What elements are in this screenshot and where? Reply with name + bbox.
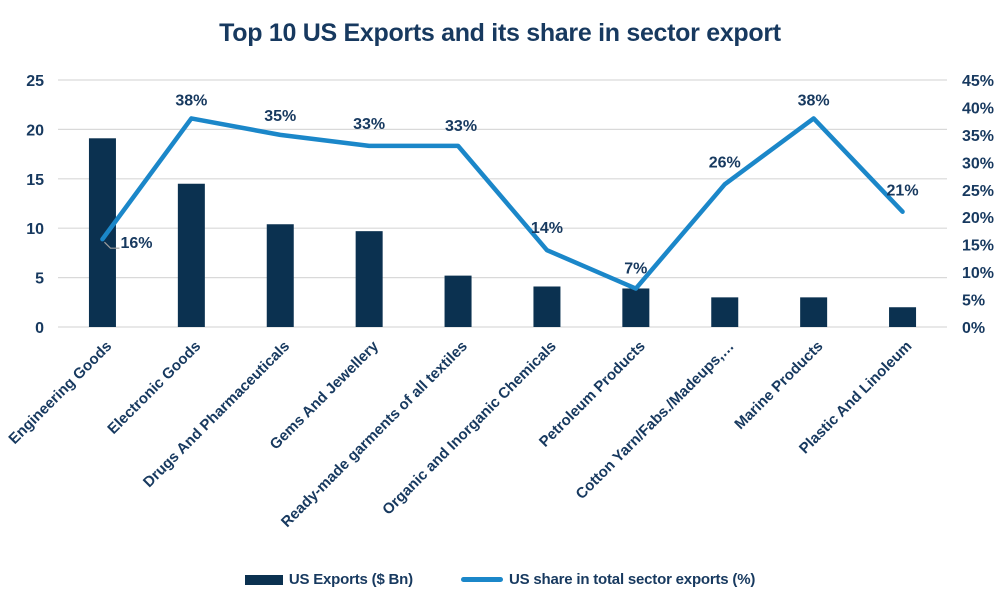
category-label: Ready-made garments of all textiles xyxy=(278,338,471,531)
left-axis-tick-label: 15 xyxy=(26,172,44,189)
line-point-label: 7% xyxy=(624,261,647,278)
bar-series-swatch xyxy=(244,574,283,585)
line-point-label: 33% xyxy=(445,118,477,135)
combo-chart: 0 5 10 15 20 25 0% 5% 10% 15% 20% 25% 30% 35% 40% 45% 16… xyxy=(5,73,994,531)
line-point-label: 26% xyxy=(709,154,741,171)
left-axis-tick-label: 20 xyxy=(26,122,44,139)
category-label: Organic and Inorganic Chemicals xyxy=(379,338,560,519)
right-axis-tick-label: 20% xyxy=(962,210,994,227)
legend-label: US Exports ($ Bn) xyxy=(288,571,413,588)
right-axis-tick-label: 40% xyxy=(962,100,994,117)
bar xyxy=(266,224,294,327)
bar xyxy=(88,138,116,327)
line-point-label: 16% xyxy=(120,235,152,252)
category-label: Electronic Goods xyxy=(104,338,204,438)
category-label: Drugs And Pharmaceuticals xyxy=(140,338,293,491)
label-leader-line xyxy=(104,241,120,249)
bar xyxy=(444,275,472,327)
legend-item-us-share: US share in total sector exports (%) xyxy=(460,571,756,588)
bar xyxy=(177,183,205,327)
bar xyxy=(800,297,828,327)
right-axis-tick-label: 5% xyxy=(962,293,985,310)
left-axis-tick-label: 10 xyxy=(26,221,44,238)
line-point-label: 35% xyxy=(264,108,296,125)
line-point-label: 38% xyxy=(798,92,830,109)
bar xyxy=(355,231,383,327)
legend-item-us-exports: US Exports ($ Bn) xyxy=(244,571,413,588)
bar xyxy=(622,288,650,327)
line-point-label: 33% xyxy=(353,116,385,133)
left-axis-tick-label: 0 xyxy=(35,320,44,337)
left-axis-tick-label: 5 xyxy=(35,271,44,288)
left-axis-tick-label: 25 xyxy=(26,73,44,90)
right-axis-tick-label: 15% xyxy=(962,238,994,255)
chart-legend: US Exports ($ Bn) US share in total sect… xyxy=(0,571,1000,588)
right-axis-tick-label: 30% xyxy=(962,155,994,172)
legend-label: US share in total sector exports (%) xyxy=(508,571,756,588)
category-label: Engineering Goods xyxy=(5,338,115,448)
line-point-label: 14% xyxy=(531,220,563,237)
chart-title: Top 10 US Exports and its share in secto… xyxy=(219,19,781,47)
right-axis-tick-label: 45% xyxy=(962,73,994,90)
right-axis-tick-label: 0% xyxy=(962,320,985,337)
category-label: Cotton Yarn/Fabs./Madeups,… xyxy=(573,338,738,503)
right-axis-tick-label: 10% xyxy=(962,265,994,282)
line-point-label: 21% xyxy=(887,183,919,200)
line-point-label: 38% xyxy=(175,92,207,109)
share-line xyxy=(100,116,905,291)
bar xyxy=(711,297,739,327)
right-axis-tick-label: 35% xyxy=(962,128,994,145)
line-series-swatch xyxy=(460,577,503,582)
right-axis-tick-label: 25% xyxy=(962,183,994,200)
category-label: Marine Products xyxy=(731,338,826,433)
bar xyxy=(889,307,917,327)
bar xyxy=(533,286,561,327)
